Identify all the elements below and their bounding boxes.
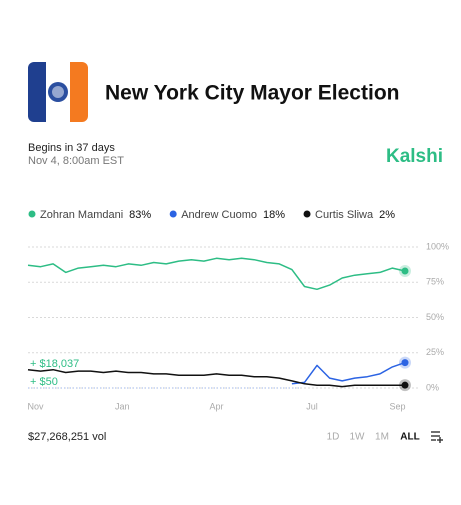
y-tick-label: 0% [426,382,439,392]
y-tick-label: 50% [426,312,444,322]
x-tick-label: Nov [28,401,45,411]
range-button[interactable]: ALL [400,432,419,443]
annotation: + $18,037 [30,358,79,370]
legend-value: 2% [379,209,395,221]
range-button[interactable]: 1W [350,432,366,443]
series-line [27,368,405,388]
x-tick-label: Apr [209,401,223,411]
legend-dot [169,210,177,218]
legend-dot [303,210,311,218]
status: Begins in 37 days [28,142,115,154]
annotation: + $50 [30,376,58,388]
y-tick-label: 25% [426,347,444,357]
y-tick-label: 100% [426,241,449,251]
flag-icon [28,62,88,122]
end-dot [401,267,409,275]
legend-name: Zohran Mamdani [40,209,123,221]
x-tick-label: Jul [306,401,318,411]
range-button[interactable]: 1M [375,432,389,443]
x-tick-label: Jan [115,401,130,411]
end-dot [401,359,409,367]
y-tick-label: 75% [426,277,444,287]
legend-name: Curtis Sliwa [315,209,374,221]
series-line [291,361,406,385]
volume: $27,268,251 vol [28,431,106,443]
x-tick-label: Sep [389,401,405,411]
range-button[interactable]: 1D [327,432,340,443]
title: New York City Mayor Election [105,82,399,105]
end-dot [401,381,409,389]
list-icon[interactable] [431,431,443,443]
legend-value: 83% [129,209,151,221]
legend-value: 18% [263,209,285,221]
brand: Kalshi [386,146,443,167]
legend-name: Andrew Cuomo [181,209,257,221]
legend-dot [28,210,36,218]
date: Nov 4, 8:00am EST [28,155,124,167]
series-line [27,257,406,291]
